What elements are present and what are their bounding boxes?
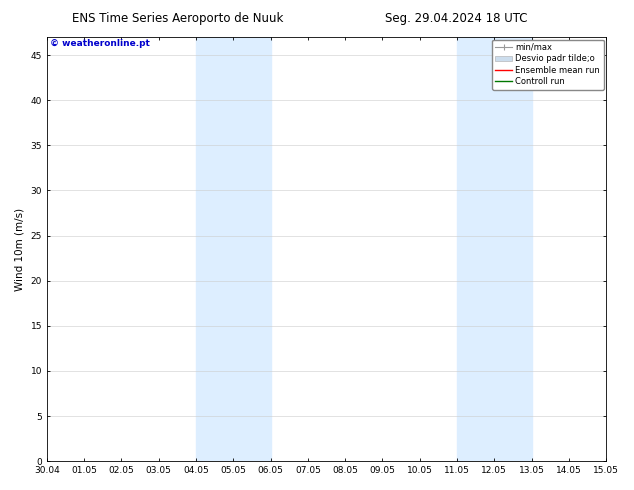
Bar: [457, 37, 531, 461]
Text: ENS Time Series Aeroporto de Nuuk: ENS Time Series Aeroporto de Nuuk: [72, 12, 283, 25]
Text: Seg. 29.04.2024 18 UTC: Seg. 29.04.2024 18 UTC: [385, 12, 527, 25]
Legend: min/max, Desvio padr tilde;o, Ensemble mean run, Controll run: min/max, Desvio padr tilde;o, Ensemble m…: [492, 40, 604, 90]
Bar: [196, 37, 271, 461]
Text: © weatheronline.pt: © weatheronline.pt: [49, 39, 150, 48]
Y-axis label: Wind 10m (m/s): Wind 10m (m/s): [15, 208, 25, 291]
